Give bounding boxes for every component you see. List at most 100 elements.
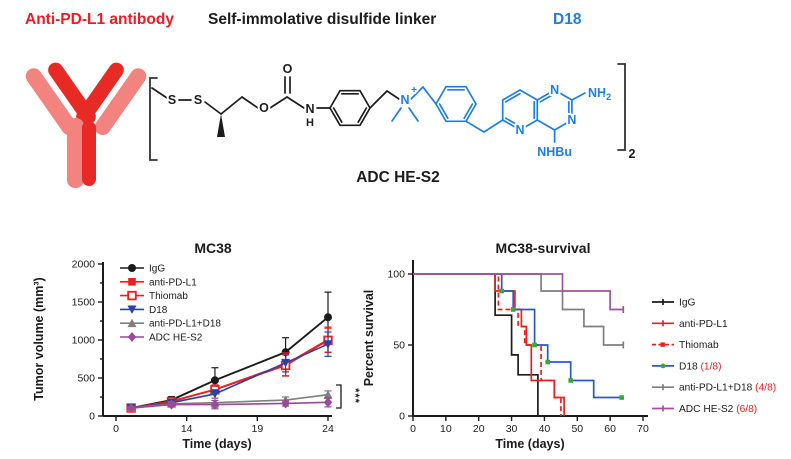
legend-item-thiomab: Thiomab [652,340,719,351]
x-tick-label: 20 [473,423,485,435]
y-tick-label: 2000 [72,259,96,271]
atom-o-ester: O [259,101,269,115]
legend-item-anti-pd-l1-d18: anti-PD-L1+D18 (4/8) [652,383,776,394]
significance-stars: *** [349,388,361,404]
atom-n-quaternary: N [400,93,409,107]
legend-label: Thiomab [149,291,188,302]
axes [412,260,648,417]
plus-charge: + [411,85,417,96]
y-tick-label: 1500 [72,297,96,309]
chart-title: MC38 [194,240,232,256]
censor-mark [545,359,551,365]
drug-label: D18 [553,11,582,28]
y-tick-label: 1000 [72,335,96,347]
censor-mark [619,395,624,400]
y-tick-label: 100 [387,269,405,281]
x-tick-label: 0 [410,423,416,435]
legend-item-anti-pd-l1-d18: anti-PD-L1+D18 [120,318,221,330]
antibody-icon [25,62,147,188]
significance-annotation: *** [336,384,361,409]
y-tick-label: 50 [393,340,405,352]
atom-n1: N [550,83,559,97]
right-bracket [617,63,626,151]
censor-mark [510,307,516,312]
series-adc-he-s2 [413,273,625,313]
series-anti-pd-l1-d18 [413,273,625,349]
censor-mark [568,378,574,383]
y-axis-title: Percent survival [362,290,376,387]
legend-label: Thiomab [679,340,719,351]
adc-scheme: Anti-PD-L1 antibody Self-immolative disu… [25,11,638,188]
legend-item-d18: D18 [120,305,168,316]
y-tick-label: 500 [77,373,95,385]
series-d18 [413,273,624,400]
x-tick-label: 24 [322,423,334,435]
legend-label: D18 (1/8) [679,361,721,372]
left-bracket [149,77,158,161]
axes [102,262,332,417]
x-tick-label: 50 [571,423,583,435]
series-d18 [126,331,333,413]
atom-n-carbamate: N [305,102,314,116]
legend-item-anti-pd-l1: anti-PD-L1 [652,319,728,330]
atom-h-carbamate: H [306,117,314,129]
atom-s1: S [168,93,176,107]
series-igg [413,273,539,416]
legend-item-igg: IgG [120,264,165,275]
bracket-subscript: 2 [629,147,636,161]
x-tick-label: 40 [539,423,551,435]
series-anti-pd-l1-d18 [126,390,333,412]
x-axis-title: Time (days) [182,437,251,451]
x-axis-title: Time (days) [495,437,564,451]
legend-item-thiomab: Thiomab [120,290,188,302]
legend-label: D18 [149,305,168,316]
x-tick-label: 14 [181,423,193,435]
chart-title: MC38-survival [496,240,591,256]
legend-label: ADC HE-S2 [149,333,203,344]
x-tick-label: 0 [113,423,119,435]
amine-group: NH2 [588,86,611,102]
linker-bonds [151,76,400,127]
series-adc-he-s2 [126,397,333,414]
atom-labels: S S O O N H N + N N N NH2 NHBu 2 [166,60,638,163]
legend: IgG anti-PD-L1 Thiomab D18 anti-PD-L1+D18 ADC… [120,264,221,344]
atom-o-carbonyl: O [283,62,293,76]
drug-bonds [391,85,586,143]
legend-item-adc-he-s2: ADC HE-S2 [120,332,203,344]
legend: IgG anti-PD-L1 Thiomab D18 (1/8) anti-PD-L1+… [652,298,776,415]
atom-n-pyrido: N [515,123,524,137]
y-tick-label: 0 [89,411,95,423]
wedge-methyl [217,114,225,137]
legend-label: IgG [149,264,165,275]
tumor-volume-chart: 0 14 19 24 0 500 1000 1500 2000 MC38 Tumor volume … [32,240,361,451]
x-tick-label: 19 [251,423,263,435]
legend-label: IgG [679,298,695,309]
censor-mark [499,288,505,294]
adc-name-label: ADC HE-S2 [356,169,440,186]
x-tick-label: 30 [506,423,518,435]
censor-mark [532,342,537,348]
atom-s2: S [194,93,202,107]
nhbu-group: NHBu [537,145,572,159]
x-tick-label: 70 [637,423,649,435]
legend-item-adc-he-s2: ADC HE-S2 (6/8) [652,404,757,415]
legend-label: anti-PD-L1 [679,319,728,330]
legend-label: anti-PD-L1+D18 (4/8) [679,383,776,394]
y-axis-title: Tumor volume (mm³) [32,277,46,400]
linker-label: Self-immolative disulfide linker [208,11,436,28]
legend-label: ADC HE-S2 (6/8) [679,404,757,415]
ticks [98,263,329,421]
atom-n3: N [567,113,576,127]
legend-label: anti-PD-L1 [149,277,197,288]
series-thiomab [413,273,562,416]
x-tick-label: 10 [440,423,452,435]
y-tick-label: 0 [399,411,405,423]
survival-chart: 0 10 20 30 40 50 60 70 0 50 100 MC38-survival Percen… [362,240,776,451]
antibody-label: Anti-PD-L1 antibody [25,11,174,28]
legend-item-d18: D18 (1/8) [652,361,721,372]
legend-item-anti-pd-l1: anti-PD-L1 [120,277,197,288]
chemical-structure: S S O O N H N + N N N NH2 NHBu 2 [149,60,638,163]
x-tick-label: 60 [604,423,616,435]
legend-item-igg: IgG [652,298,695,309]
